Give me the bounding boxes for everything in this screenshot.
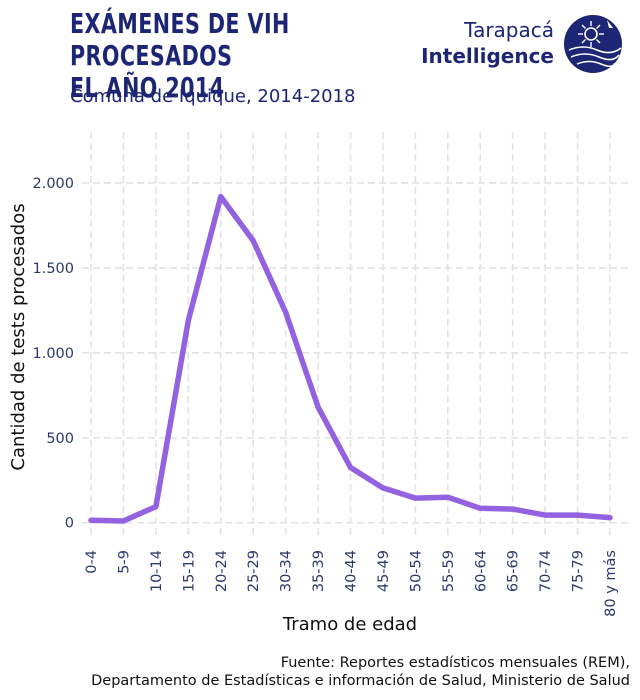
y-tick-label: 1.000	[32, 346, 74, 362]
x-tick-label: 10-14	[149, 550, 165, 592]
x-tick-label: 70-74	[538, 550, 554, 592]
series-line	[88, 193, 613, 524]
chart-title: EXÁMENES DE VIH PROCESADOS EL AÑO 2014	[70, 8, 349, 104]
source-line-1: Fuente: Reportes estadísticos mensuales …	[280, 655, 630, 671]
chart-subtitle: Comuna de Iquique, 2014-2018	[70, 86, 356, 107]
source-note: Fuente: Reportes estadísticos mensuales …	[91, 654, 630, 690]
x-tick-label: 0-4	[84, 550, 100, 574]
x-tick-label: 45-49	[376, 550, 392, 592]
x-tick-label: 20-24	[214, 550, 230, 592]
y-tick-label: 500	[46, 431, 74, 447]
x-tick-label: 75-79	[571, 550, 587, 592]
x-tick-label: 5-9	[116, 550, 132, 574]
source-line-2: Departamento de Estadísticas e informaci…	[91, 673, 630, 689]
x-tick-label: 15-19	[181, 550, 197, 592]
y-axis-label: Cantidad de tests procesados	[8, 203, 29, 470]
brand-name-line-1: Tarapacá	[464, 18, 554, 42]
x-tick-label: 40-44	[344, 550, 360, 592]
x-axis-ticks: 0-4 5-9 10-14 15-19 20-24 25-29 30-34 35-39 40-4…	[84, 550, 619, 617]
y-axis-ticks: 0 500 1.000 1.500 2.000	[32, 176, 74, 532]
y-tick-label: 0	[65, 516, 74, 532]
x-tick-label: 35-39	[311, 550, 327, 592]
x-tick-label: 80 y más	[603, 550, 619, 617]
series-layer	[88, 193, 613, 524]
x-tick-label: 60-64	[473, 550, 489, 592]
x-tick-label: 55-59	[441, 550, 457, 592]
x-tick-label: 65-69	[506, 550, 522, 592]
chart-grid	[82, 132, 628, 538]
brand-name-line-2: Intelligence	[421, 44, 554, 68]
title-line-2: EL AÑO 2014	[70, 71, 225, 104]
x-tick-label: 50-54	[408, 550, 424, 592]
x-tick-label: 30-34	[279, 550, 295, 592]
y-tick-label: 2.000	[32, 176, 74, 192]
x-tick-label: 25-29	[246, 550, 262, 592]
brand-name: Tarapacá Intelligence	[421, 17, 554, 69]
title-line-1: EXÁMENES DE VIH PROCESADOS	[70, 7, 290, 72]
x-axis-label: Tramo de edad	[282, 614, 417, 635]
sun-compass-logo-icon	[564, 15, 622, 73]
y-tick-label: 1.500	[32, 261, 74, 277]
